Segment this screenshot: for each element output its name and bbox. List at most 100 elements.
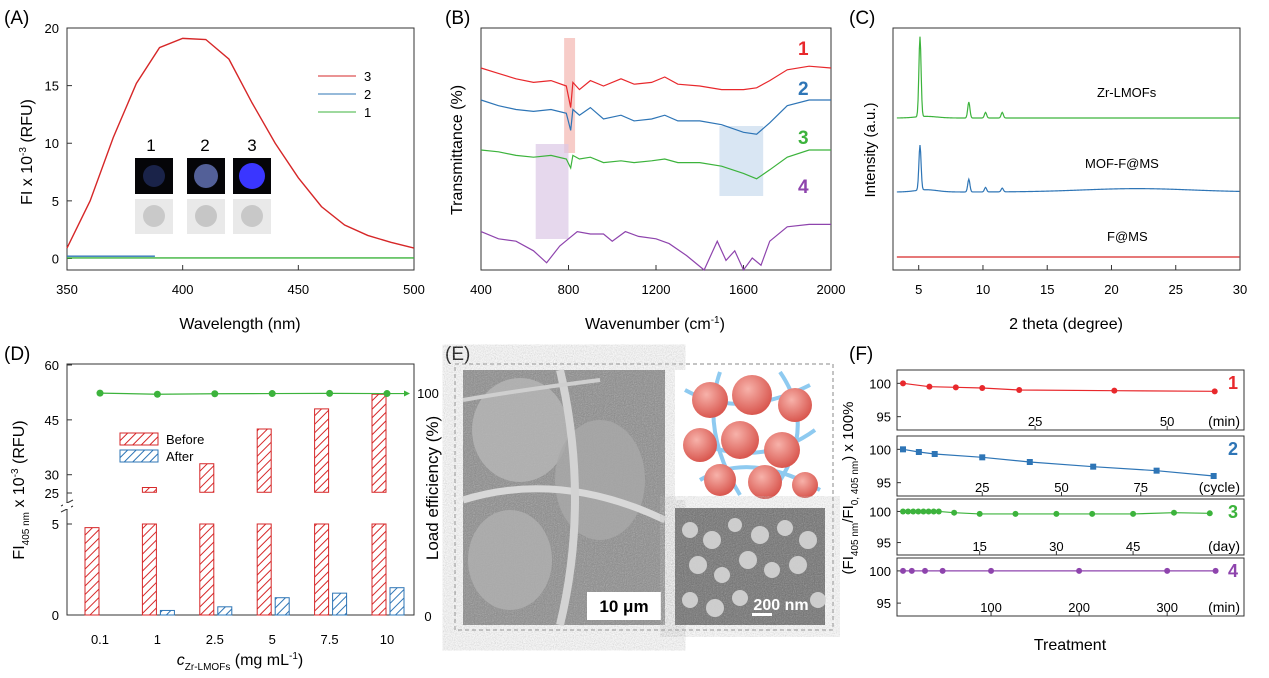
d-ytick-label: 45 xyxy=(45,413,59,428)
f-ytick-label: 95 xyxy=(877,410,891,425)
f-point xyxy=(935,508,942,515)
panel-a-ylabel: FI x 10-3 (RFU) xyxy=(18,99,36,205)
f-point xyxy=(1111,387,1118,394)
b-xtick-label: 800 xyxy=(558,282,580,297)
panel-c-xlabel: 2 theta (degree) xyxy=(1009,316,1123,333)
f-point xyxy=(1053,510,1060,517)
d-load-line xyxy=(99,392,406,395)
panel-a-letter: (A) xyxy=(4,8,29,29)
b-xtick-label: 400 xyxy=(470,282,492,297)
b-label-3: 3 xyxy=(798,128,809,149)
f-point xyxy=(1076,567,1083,574)
f-xtick-label: 25 xyxy=(975,480,989,495)
panel-b-letter: (B) xyxy=(445,8,470,29)
f-unit-label: (min) xyxy=(1208,599,1240,615)
d-load-point xyxy=(383,390,391,398)
vial-label-2: 2 xyxy=(200,136,209,155)
f-point xyxy=(1206,510,1213,517)
c-xtick-label: 5 xyxy=(915,282,922,297)
b-series-3 xyxy=(480,149,831,180)
c-series-Zr-LMOFs xyxy=(896,36,1240,119)
f-row-frame-1 xyxy=(896,369,1245,431)
f-point xyxy=(1211,388,1218,395)
f-xtick-label: 200 xyxy=(1068,600,1090,615)
f-point xyxy=(915,449,922,455)
f-point xyxy=(926,383,933,390)
d-load-point xyxy=(211,390,219,398)
f-xtick-label: 15 xyxy=(972,539,986,554)
panel-d-letter: (D) xyxy=(4,344,30,365)
d-bar-before-lower xyxy=(141,523,157,616)
b-label-4: 4 xyxy=(798,177,809,198)
d-ytick-label: 5 xyxy=(52,517,59,532)
d-bar-before-upper xyxy=(371,393,387,493)
mof-schematic xyxy=(675,370,825,500)
a-xtick-label: 400 xyxy=(172,282,194,297)
f-ytick-label: 100 xyxy=(869,564,891,579)
f-ytick-label: 95 xyxy=(877,476,891,491)
f-ytick-label: 95 xyxy=(877,536,891,551)
vial-label-1: 1 xyxy=(146,136,155,155)
f-xtick-label: 25 xyxy=(1028,414,1042,429)
sem-image-small: 200 nm xyxy=(675,508,826,625)
f-xtick-label: 100 xyxy=(980,600,1002,615)
f-unit-label: (min) xyxy=(1208,413,1240,429)
f-unit-label: (day) xyxy=(1208,538,1240,554)
f-point xyxy=(1089,510,1096,517)
panel-d-frame xyxy=(66,363,415,616)
f-xtick-label: 75 xyxy=(1134,480,1148,495)
panel-a-legend: 3 2 1 xyxy=(318,69,371,120)
f-series-1 xyxy=(902,382,1215,392)
panel-b-plot: 400 800 1200 1600 2000 xyxy=(470,38,845,297)
f-point xyxy=(951,509,958,516)
scale-bar-10um: 10 μm xyxy=(599,597,648,616)
panel-f-ylabel: (FI405 nm/FI0, 405 nm) x 100% xyxy=(840,402,861,575)
panel-a-frame xyxy=(66,27,415,271)
panel-d-legend: Before After xyxy=(119,432,204,464)
d-xtick-label: 1 xyxy=(154,632,161,647)
d-axis-gap xyxy=(63,503,71,509)
f-point xyxy=(976,510,983,517)
c-series-MOF-F@MS xyxy=(896,145,1240,193)
b-xtick-label: 1600 xyxy=(729,282,758,297)
a-xtick-label: 500 xyxy=(403,282,425,297)
b-xtick-label: 2000 xyxy=(817,282,846,297)
f-series-2 xyxy=(902,448,1214,477)
d-xtick-label: 0.1 xyxy=(91,632,109,647)
f-point xyxy=(930,508,937,515)
d-ytick-label: 60 xyxy=(45,358,59,373)
f-row-frame-3 xyxy=(896,498,1245,556)
f-point xyxy=(939,567,946,574)
d-bar-before-lower xyxy=(256,523,272,616)
b-highlight-purple xyxy=(535,144,569,239)
b-label-1: 1 xyxy=(798,39,809,60)
b-series-2 xyxy=(480,99,831,135)
f-ytick-label: 100 xyxy=(869,376,891,391)
d-load-point xyxy=(153,390,161,398)
f-point xyxy=(979,385,986,391)
d-xtick-label: 10 xyxy=(380,632,394,647)
d-bar-before xyxy=(84,527,100,616)
f-row-frame-4 xyxy=(896,557,1245,617)
d-bar-before-lower xyxy=(371,523,387,616)
d-bar-before-lower xyxy=(314,523,330,616)
legend-before: Before xyxy=(166,432,204,447)
f-point xyxy=(1130,510,1137,517)
d-bar-before-upper xyxy=(314,408,330,493)
d-right-tick-100: 100 xyxy=(417,386,439,401)
b-highlight-red xyxy=(564,38,576,153)
f-point xyxy=(920,508,927,515)
panel-f-xlabel: Treatment xyxy=(1034,637,1107,654)
panel-c-frame xyxy=(892,27,1241,271)
panel-d-right-label: Load efficiency (%) xyxy=(423,416,442,560)
d-load-point xyxy=(268,390,276,398)
b-series-4 xyxy=(480,223,831,272)
d-bar-before-lower xyxy=(199,523,215,616)
panel-a-plot: 350 400 450 500 0 5 10 15 20 xyxy=(45,21,425,297)
c-label-fms: F@MS xyxy=(1107,229,1148,244)
f-point xyxy=(1212,567,1219,574)
f-point xyxy=(925,508,932,515)
panel-c: (C) 5 10 15 20 25 30 2 theta (degree) Intensi… xyxy=(849,8,1247,333)
panel-d-plot: 25 30 45 60 0 5 0.1 1 2.5 5 7.5 10 xyxy=(45,358,410,647)
